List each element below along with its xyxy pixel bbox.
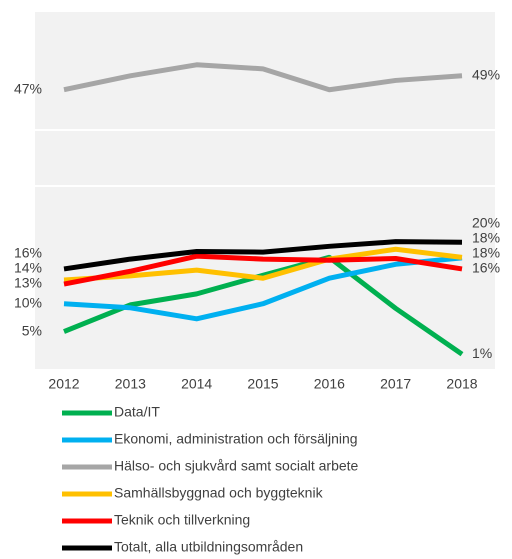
data-label: 16%	[472, 260, 500, 276]
x-tick-label: 2016	[314, 376, 345, 392]
x-tick-label: 2013	[115, 376, 146, 392]
series-line	[63, 254, 464, 357]
series-line	[63, 239, 463, 272]
series-line	[63, 253, 463, 287]
x-tick-label: 2012	[48, 376, 79, 392]
data-label: 1%	[472, 345, 492, 361]
series-line	[63, 62, 463, 93]
legend-label: Hälso- och sjukvård samt socialt arbete	[114, 458, 359, 474]
legend-label: Data/IT	[114, 404, 160, 420]
x-tick-label: 2014	[181, 376, 212, 392]
data-label: 13%	[14, 275, 42, 291]
legend-label: Ekonomi, administration och försäljning	[114, 431, 358, 447]
legend-label: Samhällsbyggnad och byggteknik	[114, 485, 324, 501]
data-label: 16%	[14, 245, 42, 261]
data-label: 18%	[472, 245, 500, 261]
legend-label: Totalt, alla utbildningsområden	[114, 539, 303, 555]
series-line	[63, 246, 463, 283]
x-tick-label: 2017	[380, 376, 411, 392]
x-tick-label: 2018	[446, 376, 477, 392]
data-label: 47%	[14, 80, 42, 96]
legend-label: Teknik och tillverkning	[114, 512, 250, 528]
data-label: 49%	[472, 67, 500, 83]
data-label: 20%	[472, 215, 500, 231]
data-label: 5%	[22, 322, 42, 338]
series-line	[63, 255, 463, 322]
data-label: 14%	[14, 260, 42, 276]
data-label: 18%	[472, 230, 500, 246]
data-label: 10%	[14, 294, 42, 310]
x-tick-label: 2015	[247, 376, 278, 392]
